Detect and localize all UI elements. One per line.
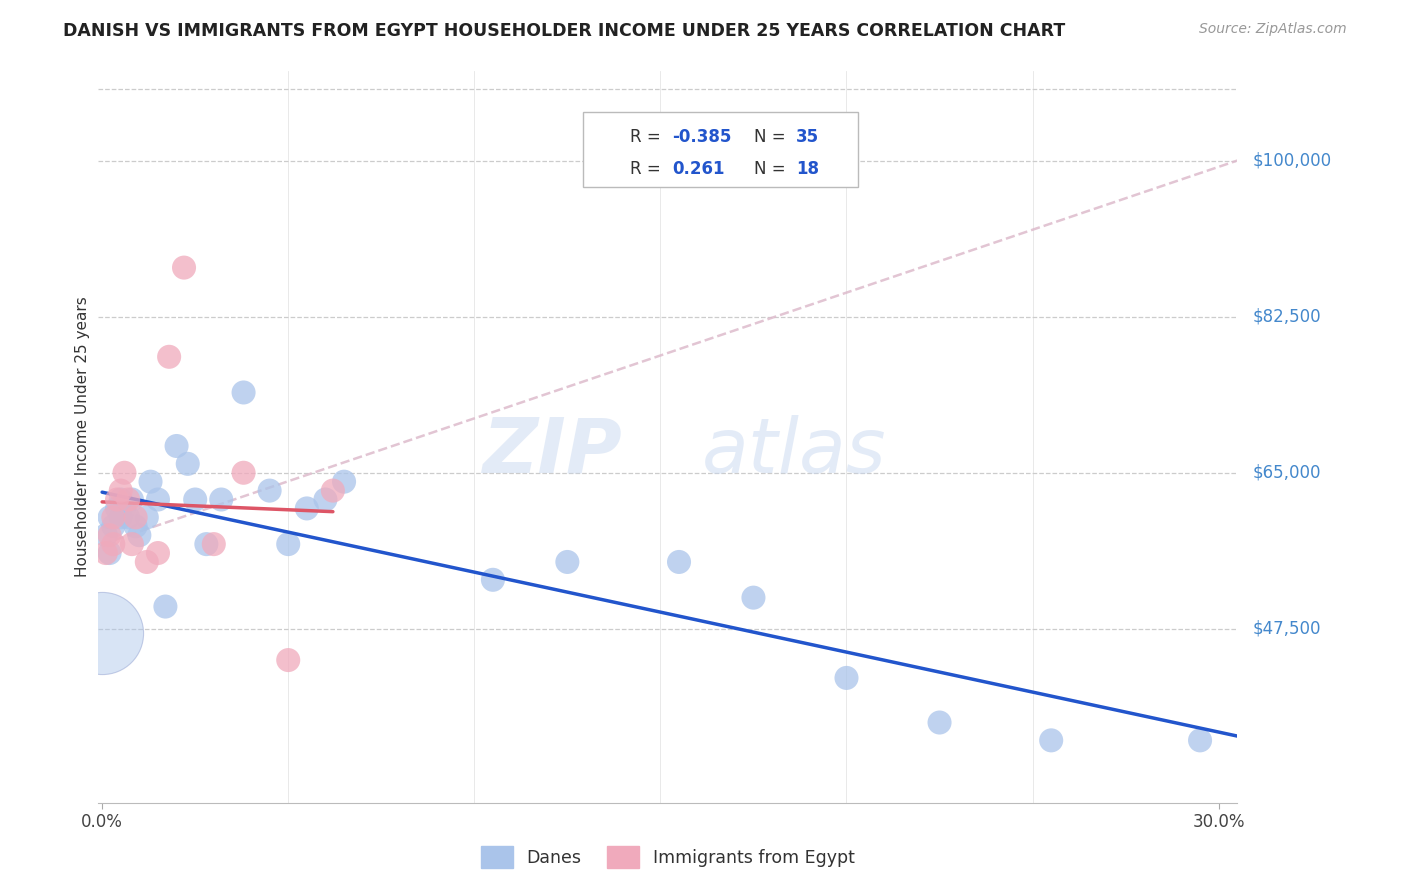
- Point: [232, 385, 254, 400]
- Point: [98, 546, 121, 560]
- Point: [259, 483, 281, 498]
- Point: [668, 555, 690, 569]
- Point: [177, 457, 200, 471]
- Point: [128, 528, 150, 542]
- Point: [110, 483, 132, 498]
- Point: [835, 671, 858, 685]
- Text: R =: R =: [630, 160, 666, 178]
- Point: [277, 537, 299, 551]
- Y-axis label: Householder Income Under 25 years: Householder Income Under 25 years: [75, 297, 90, 577]
- Point: [184, 492, 207, 507]
- Text: N =: N =: [754, 128, 790, 145]
- Text: Source: ZipAtlas.com: Source: ZipAtlas.com: [1199, 22, 1347, 37]
- Point: [202, 537, 225, 551]
- Point: [124, 519, 146, 533]
- Point: [110, 492, 132, 507]
- Point: [94, 546, 117, 560]
- Point: [103, 537, 125, 551]
- Point: [98, 528, 121, 542]
- Point: [166, 439, 188, 453]
- Point: [114, 501, 136, 516]
- Point: [98, 510, 121, 524]
- Point: [195, 537, 218, 551]
- Point: [121, 492, 143, 507]
- Text: $100,000: $100,000: [1253, 152, 1331, 169]
- Point: [157, 350, 180, 364]
- Text: N =: N =: [754, 160, 790, 178]
- Point: [124, 510, 146, 524]
- Point: [146, 492, 169, 507]
- Text: 35: 35: [796, 128, 818, 145]
- Point: [155, 599, 177, 614]
- Text: 18: 18: [796, 160, 818, 178]
- Point: [1040, 733, 1063, 747]
- Text: $47,500: $47,500: [1253, 620, 1320, 638]
- Text: 0.261: 0.261: [672, 160, 724, 178]
- Text: -0.385: -0.385: [672, 128, 731, 145]
- Point: [110, 510, 132, 524]
- Point: [103, 510, 125, 524]
- Point: [928, 715, 950, 730]
- Text: R =: R =: [630, 128, 666, 145]
- Point: [135, 555, 157, 569]
- Point: [209, 492, 232, 507]
- Point: [742, 591, 765, 605]
- Point: [121, 537, 143, 551]
- Point: [103, 519, 125, 533]
- Point: [117, 492, 139, 507]
- Point: [295, 501, 318, 516]
- Text: ZIP: ZIP: [482, 415, 623, 489]
- Legend: Danes, Immigrants from Egypt: Danes, Immigrants from Egypt: [474, 839, 862, 874]
- Point: [146, 546, 169, 560]
- Point: [482, 573, 505, 587]
- Text: atlas: atlas: [702, 415, 887, 489]
- Point: [232, 466, 254, 480]
- Point: [277, 653, 299, 667]
- Point: [117, 510, 139, 524]
- Point: [557, 555, 579, 569]
- Text: DANISH VS IMMIGRANTS FROM EGYPT HOUSEHOLDER INCOME UNDER 25 YEARS CORRELATION CH: DANISH VS IMMIGRANTS FROM EGYPT HOUSEHOL…: [63, 22, 1066, 40]
- Point: [139, 475, 162, 489]
- Point: [105, 492, 128, 507]
- Point: [105, 501, 128, 516]
- Point: [314, 492, 336, 507]
- Point: [322, 483, 344, 498]
- Text: $65,000: $65,000: [1253, 464, 1320, 482]
- Text: $82,500: $82,500: [1253, 308, 1320, 326]
- Point: [173, 260, 195, 275]
- Point: [91, 626, 114, 640]
- Point: [1189, 733, 1212, 747]
- Point: [333, 475, 356, 489]
- Point: [135, 510, 157, 524]
- Point: [94, 528, 117, 542]
- Point: [114, 466, 136, 480]
